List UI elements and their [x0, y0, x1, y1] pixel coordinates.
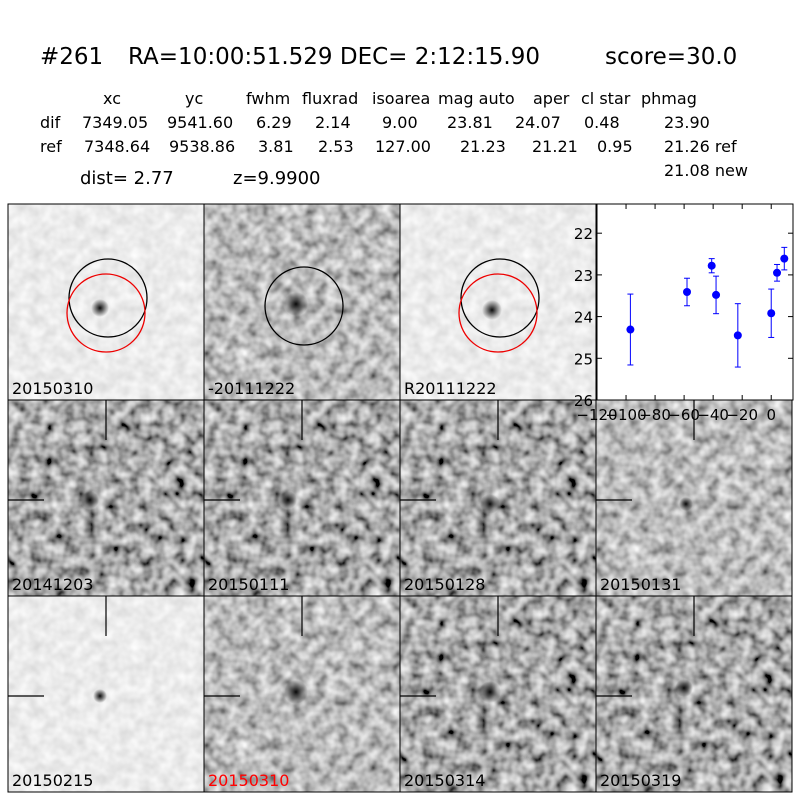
panel-label: 20150215	[12, 771, 93, 790]
source-blob	[279, 491, 297, 509]
image-panel: 20150310	[203, 595, 401, 793]
panel-label: -20111222	[208, 379, 295, 398]
column-header: yc	[185, 89, 203, 108]
source-blob	[675, 679, 693, 697]
image-panel: -20111222	[203, 203, 401, 401]
distance: dist= 2.77	[80, 168, 174, 189]
source-blob	[284, 680, 308, 704]
column-header: cl star	[581, 89, 631, 108]
source-blob	[81, 491, 99, 509]
table-cell: 0.95	[597, 137, 633, 156]
aperture-circle	[68, 258, 148, 338]
panel-label: 20150310	[208, 771, 289, 790]
x-tick-label: −20	[726, 406, 758, 424]
table-cell: 6.29	[256, 113, 292, 132]
data-point	[683, 287, 692, 296]
panel-label: 20150310	[12, 379, 93, 398]
table-cell: 2.14	[315, 113, 351, 132]
column-header: phmag	[641, 89, 697, 108]
data-point	[712, 290, 721, 299]
table-cell: 3.81	[258, 137, 294, 156]
data-point	[773, 268, 782, 277]
candidate-id: #261	[40, 44, 103, 70]
panel-label: 20150131	[600, 575, 681, 594]
image-panel: 20150111	[203, 399, 401, 597]
data-point	[767, 309, 776, 318]
table-cell: 127.00	[375, 137, 431, 156]
source-blob	[93, 689, 107, 703]
table-cell: 23.90	[664, 113, 710, 132]
y-tick-label: 26	[574, 392, 593, 410]
panel-label: 20141203	[12, 575, 93, 594]
table-cell: 0.48	[584, 113, 620, 132]
source-blob	[482, 300, 502, 320]
panel-border	[595, 595, 793, 793]
image-panel: 20150131	[595, 399, 793, 597]
image-panel: 20150314	[399, 595, 597, 793]
table-cell: 24.07	[515, 113, 561, 132]
x-tick-label: −60	[668, 406, 700, 424]
column-header: xc	[103, 89, 121, 108]
source-blob	[479, 681, 501, 703]
source-blob	[91, 299, 109, 317]
data-point	[780, 254, 789, 263]
aperture-circle	[458, 273, 538, 353]
table-cell: 7349.05	[82, 113, 148, 132]
table-cell: 21.21	[532, 137, 578, 156]
table-cell: 2.53	[318, 137, 354, 156]
panel-label: 20150314	[404, 771, 485, 790]
table-cell: 7348.64	[84, 137, 150, 156]
image-panel: 20141203	[7, 399, 205, 597]
table-cell: 9541.60	[167, 113, 233, 132]
source-blob	[284, 292, 308, 316]
data-point	[707, 261, 716, 270]
row-label: ref	[40, 137, 62, 156]
data-point	[733, 331, 742, 340]
aperture-circle	[460, 258, 540, 338]
row-label: dif	[40, 113, 61, 132]
image-panel: 20150310	[7, 203, 205, 401]
y-tick-label: 24	[574, 309, 593, 327]
panel-label: R20111222	[404, 379, 497, 398]
image-panel: R20111222	[399, 203, 597, 401]
phmag-new: 21.08 new	[664, 161, 748, 180]
x-tick-label: −120	[576, 406, 617, 424]
aperture-circle	[66, 273, 146, 353]
image-panel: 20150215	[7, 595, 205, 793]
y-tick-label: 23	[574, 267, 593, 285]
panel-label: 20150111	[208, 575, 289, 594]
source-blob	[480, 494, 500, 514]
y-tick-label: 22	[574, 225, 593, 243]
column-header: aper	[533, 89, 570, 108]
column-header: fluxrad	[302, 89, 358, 108]
column-header: fwhm	[246, 89, 290, 108]
table-cell: 9538.86	[169, 137, 235, 156]
score: score=30.0	[605, 44, 737, 70]
image-panel: 20150319	[595, 595, 793, 793]
data-point	[626, 325, 635, 334]
x-tick-label: −80	[639, 406, 671, 424]
x-tick-label: 0	[766, 406, 776, 424]
source-blob	[679, 497, 693, 511]
table-cell: 21.23	[460, 137, 506, 156]
coordinates: RA=10:00:51.529 DEC= 2:12:15.90	[128, 44, 540, 70]
aperture-circle	[264, 266, 344, 346]
y-tick-label: 25	[574, 350, 593, 368]
column-header: isoarea	[372, 89, 430, 108]
x-tick-label: −100	[605, 406, 646, 424]
table-cell: 21.26 ref	[664, 137, 737, 156]
table-cell: 23.81	[447, 113, 493, 132]
panel-label: 20150128	[404, 575, 485, 594]
column-header: mag auto	[438, 89, 515, 108]
plot-area	[597, 204, 793, 400]
plot-frame	[596, 203, 794, 401]
table-cell: 9.00	[382, 113, 418, 132]
image-panel: 20150128	[399, 399, 597, 597]
panel-label: 20150319	[600, 771, 681, 790]
redshift: z=9.9900	[233, 168, 321, 189]
x-tick-label: −40	[697, 406, 729, 424]
